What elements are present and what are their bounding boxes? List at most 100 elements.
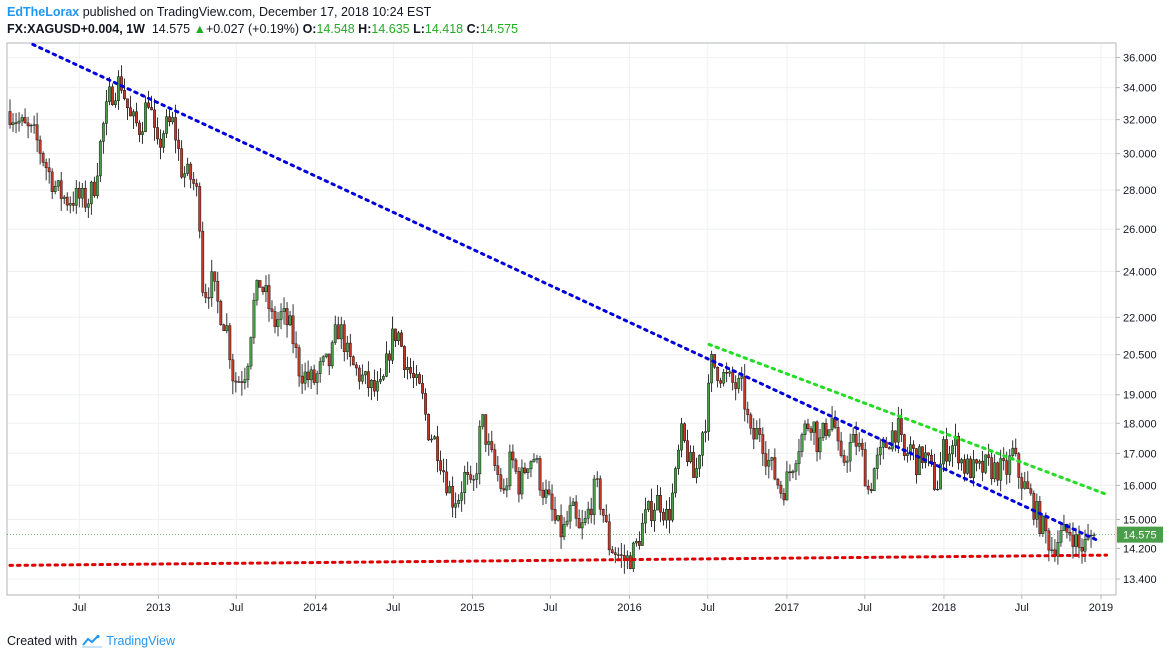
trendline-green (707, 342, 1109, 496)
candle-body (764, 453, 768, 467)
candle-body (17, 120, 21, 124)
candle-body (249, 337, 253, 367)
candle-body (101, 123, 105, 142)
author-link[interactable]: EdTheLorax (7, 5, 80, 19)
candle-body (80, 188, 84, 199)
candle-body (613, 552, 617, 555)
candle-body (120, 76, 123, 91)
x-tick-label: 2017 (775, 602, 799, 614)
created-with-text: Created with (7, 634, 78, 648)
candle-body (222, 324, 226, 331)
candle-body (276, 319, 280, 327)
candle-body (562, 524, 566, 538)
candle-body (755, 428, 759, 440)
candle-body (469, 474, 473, 480)
candle-body (1056, 542, 1060, 557)
candle-body (1038, 501, 1042, 534)
candle-body (1023, 481, 1027, 489)
candle-body (583, 518, 587, 523)
candle-body (981, 460, 985, 473)
candle-body (1074, 534, 1078, 547)
candle-body (508, 451, 512, 487)
candle-body (255, 280, 259, 301)
candle-body (845, 460, 849, 463)
candle-body (493, 449, 497, 466)
x-tick-label: Jul (1015, 602, 1029, 614)
candle-body (984, 454, 988, 473)
candle-body (153, 109, 156, 128)
candle-body (324, 353, 328, 357)
candle-body (478, 426, 482, 475)
candle-body (872, 468, 876, 492)
candle-body (680, 423, 683, 451)
candle-body (466, 472, 470, 475)
candle-body (424, 393, 427, 415)
candle-body (815, 421, 819, 453)
symbol-name[interactable]: FX:XAGUSD (7, 22, 81, 36)
candle-body (692, 452, 695, 478)
candle-body (1026, 481, 1030, 489)
candle-body (89, 181, 93, 205)
candle-body (942, 439, 945, 465)
candle-body (1014, 447, 1018, 454)
candle-body (646, 501, 650, 510)
candle-body (818, 437, 822, 453)
candle-body (770, 457, 774, 461)
tradingview-logo-icon (82, 634, 103, 648)
candle-body (490, 441, 494, 450)
candle-body (333, 324, 337, 343)
candle-body (195, 183, 199, 187)
candle-body (797, 451, 801, 464)
candle-body (628, 555, 632, 569)
candle-body (213, 271, 217, 282)
candle-body (740, 376, 744, 379)
candle-body (44, 162, 48, 168)
candle-body (1017, 453, 1021, 478)
candle-body (1035, 501, 1039, 520)
candle-body (351, 356, 355, 366)
candle-body (345, 342, 349, 352)
candle-body (375, 381, 379, 392)
candle-body (559, 515, 563, 538)
candle-body (839, 440, 843, 456)
candle-body (294, 343, 298, 348)
candle-body (315, 373, 319, 383)
candle-body (330, 342, 334, 367)
candle-body (848, 442, 852, 462)
candle-body (59, 180, 63, 199)
candle-body (126, 98, 129, 109)
candle-body (884, 441, 888, 448)
candle-body (1065, 524, 1069, 533)
low-label: L: (413, 22, 425, 36)
candle-body (348, 342, 352, 357)
candle-body (794, 463, 798, 472)
candle-body (95, 175, 99, 196)
open-value: 14.548 (316, 22, 355, 36)
candle-body (734, 382, 738, 389)
candle-body (565, 520, 569, 525)
candle-body (11, 122, 15, 125)
candle-body (225, 325, 229, 331)
tradingview-brand-link[interactable]: TradingView (106, 634, 175, 648)
candle-body (354, 364, 358, 369)
candle-body (366, 371, 370, 389)
candle-body (1077, 534, 1081, 548)
plot-frame (6, 42, 1117, 596)
candle-body (246, 365, 250, 380)
candle-body (412, 373, 415, 378)
candle-body (550, 493, 554, 510)
candle-body (830, 418, 834, 430)
candle-body (1071, 534, 1075, 547)
close-value: 14.575 (479, 22, 519, 36)
candle-body (32, 124, 36, 126)
candle-body (665, 509, 668, 521)
candle-body (589, 508, 593, 515)
candle-body (695, 468, 698, 478)
candle-body (619, 554, 623, 556)
candle-body (98, 141, 102, 177)
candle-body (110, 86, 114, 105)
candle-body (186, 163, 190, 174)
candle-body (761, 434, 765, 454)
candle-body (752, 428, 756, 440)
